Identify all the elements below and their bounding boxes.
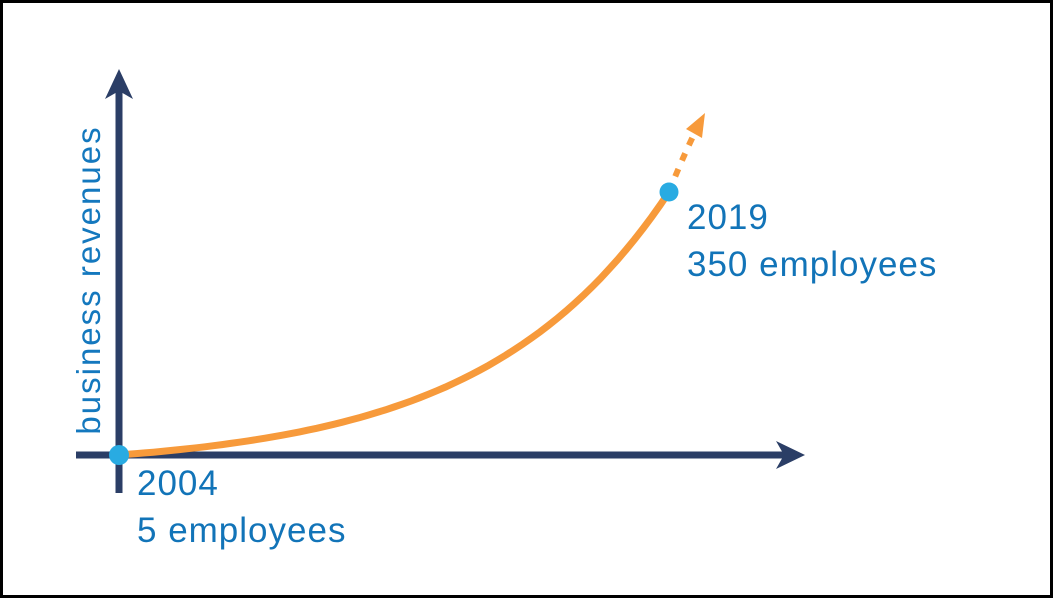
end-point-marker: [659, 182, 679, 202]
revenue-curve: [115, 188, 673, 459]
x-axis-arrowhead: [776, 441, 805, 469]
start-employees-text: 5 employees: [137, 511, 347, 550]
growth-chart-svg: [76, 69, 805, 493]
end-employees-text: 350 employees: [687, 245, 938, 284]
end-year-text: 2019: [687, 198, 769, 237]
y-axis-label: business revenues: [70, 125, 107, 435]
start-point-label: 2004 5 employees: [137, 460, 346, 554]
projection-arrowhead-icon: [686, 113, 705, 138]
start-point-marker: [109, 445, 129, 465]
revenue-curve-projection: [666, 126, 700, 194]
y-axis-arrowhead: [105, 69, 133, 99]
growth-chart: business revenues 2004 5 employees 2019 …: [3, 3, 1050, 595]
start-year-text: 2004: [137, 464, 219, 503]
end-point-label: 2019 350 employees: [687, 194, 937, 288]
